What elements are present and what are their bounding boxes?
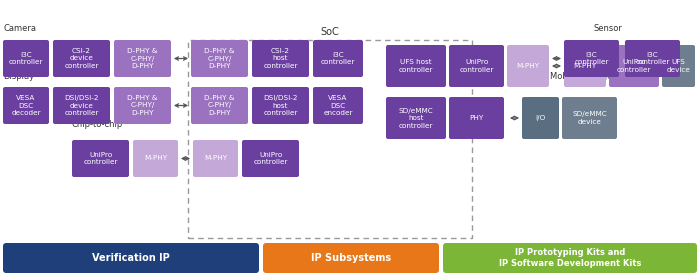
Text: Display: Display [3,72,34,81]
Text: M-PHY: M-PHY [204,155,227,161]
Text: D-PHY &
C-PHY/
D-PHY: D-PHY & C-PHY/ D-PHY [127,95,158,116]
FancyBboxPatch shape [564,40,619,77]
Text: M-PHY: M-PHY [573,63,596,69]
Text: IP Subsystems: IP Subsystems [311,253,391,263]
FancyBboxPatch shape [609,45,659,87]
Text: D-PHY &
C-PHY/
D-PHY: D-PHY & C-PHY/ D-PHY [204,95,234,116]
FancyBboxPatch shape [133,140,178,177]
Text: Mobile storage: Mobile storage [550,72,612,81]
FancyBboxPatch shape [449,45,504,87]
Text: DSI/DSI-2
device
controller: DSI/DSI-2 device controller [64,95,99,116]
Text: UniPro
controller: UniPro controller [83,152,118,165]
FancyBboxPatch shape [313,87,363,124]
FancyBboxPatch shape [191,40,248,77]
FancyBboxPatch shape [114,40,171,77]
Text: DSI/DSI-2
host
controller: DSI/DSI-2 host controller [263,95,298,116]
Text: D-PHY &
C-PHY/
D-PHY: D-PHY & C-PHY/ D-PHY [204,48,234,69]
Text: I3C
controller: I3C controller [574,52,609,65]
Text: Verification IP: Verification IP [92,253,170,263]
Text: I3C
controller: I3C controller [8,52,43,65]
FancyBboxPatch shape [193,140,238,177]
FancyBboxPatch shape [386,45,446,87]
Text: UFS host
controller: UFS host controller [399,59,433,73]
FancyBboxPatch shape [114,87,171,124]
Text: VESA
DSC
decoder: VESA DSC decoder [11,95,41,116]
Text: Camera: Camera [3,24,36,33]
Text: I/O: I/O [536,115,545,121]
Text: UniPro
controller: UniPro controller [459,59,494,73]
Text: VESA
DSC
encoder: VESA DSC encoder [323,95,353,116]
FancyBboxPatch shape [263,243,439,273]
FancyBboxPatch shape [242,140,299,177]
Text: IP Prototyping Kits and
IP Software Development Kits: IP Prototyping Kits and IP Software Deve… [499,248,641,268]
Text: SD/eMMC
device: SD/eMMC device [572,111,607,125]
Text: CSI-2
host
controller: CSI-2 host controller [263,48,298,69]
Text: D-PHY &
C-PHY/
D-PHY: D-PHY & C-PHY/ D-PHY [127,48,158,69]
FancyBboxPatch shape [562,97,617,139]
Text: Chip-to-chip: Chip-to-chip [72,120,123,129]
FancyBboxPatch shape [3,243,259,273]
Text: I3C
controller: I3C controller [636,52,670,65]
FancyBboxPatch shape [507,45,549,87]
Text: M-PHY: M-PHY [517,63,540,69]
Text: SD/eMMC
host
controller: SD/eMMC host controller [398,107,433,129]
Text: Sensor: Sensor [593,24,622,33]
Text: UniPro
controller: UniPro controller [617,59,651,73]
Text: SoC: SoC [321,27,340,37]
Text: M-PHY: M-PHY [144,155,167,161]
FancyBboxPatch shape [625,40,680,77]
Text: UniPro
controller: UniPro controller [253,152,288,165]
FancyBboxPatch shape [564,45,606,87]
FancyBboxPatch shape [313,40,363,77]
FancyBboxPatch shape [191,87,248,124]
FancyBboxPatch shape [72,140,129,177]
FancyBboxPatch shape [449,97,504,139]
FancyBboxPatch shape [443,243,697,273]
Text: PHY: PHY [470,115,484,121]
FancyBboxPatch shape [386,97,446,139]
FancyBboxPatch shape [3,40,49,77]
FancyBboxPatch shape [3,87,49,124]
FancyBboxPatch shape [662,45,695,87]
FancyBboxPatch shape [522,97,559,139]
FancyBboxPatch shape [252,87,309,124]
FancyBboxPatch shape [53,40,110,77]
FancyBboxPatch shape [252,40,309,77]
Text: I3C
controller: I3C controller [321,52,355,65]
FancyBboxPatch shape [53,87,110,124]
Text: CSI-2
device
controller: CSI-2 device controller [64,48,99,69]
Text: UFS
device: UFS device [666,59,690,73]
